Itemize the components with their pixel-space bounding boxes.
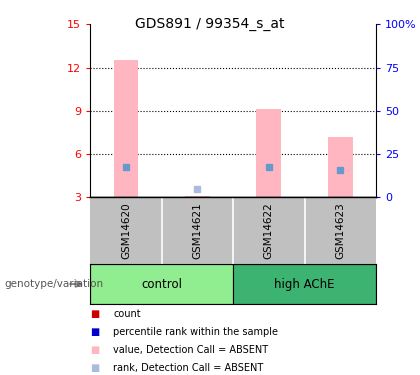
Bar [185, 196, 210, 197]
Bar [233, 264, 376, 304]
Text: GSM14622: GSM14622 [264, 202, 274, 259]
Text: GSM14623: GSM14623 [335, 202, 345, 259]
Bar [113, 60, 139, 197]
Text: control: control [141, 278, 182, 291]
Text: rank, Detection Call = ABSENT: rank, Detection Call = ABSENT [113, 363, 264, 373]
Bar [90, 264, 233, 304]
Text: value, Detection Call = ABSENT: value, Detection Call = ABSENT [113, 345, 268, 355]
Text: GSM14621: GSM14621 [192, 202, 202, 259]
Text: percentile rank within the sample: percentile rank within the sample [113, 327, 278, 337]
Bar [256, 109, 281, 197]
Text: GSM14620: GSM14620 [121, 202, 131, 259]
Text: genotype/variation: genotype/variation [4, 279, 103, 289]
Text: GDS891 / 99354_s_at: GDS891 / 99354_s_at [135, 17, 285, 31]
Text: ■: ■ [90, 327, 100, 337]
Text: ■: ■ [90, 345, 100, 355]
Text: ■: ■ [90, 363, 100, 373]
Text: count: count [113, 309, 141, 320]
Bar [328, 136, 353, 197]
Text: high AChE: high AChE [274, 278, 335, 291]
Text: ■: ■ [90, 309, 100, 320]
